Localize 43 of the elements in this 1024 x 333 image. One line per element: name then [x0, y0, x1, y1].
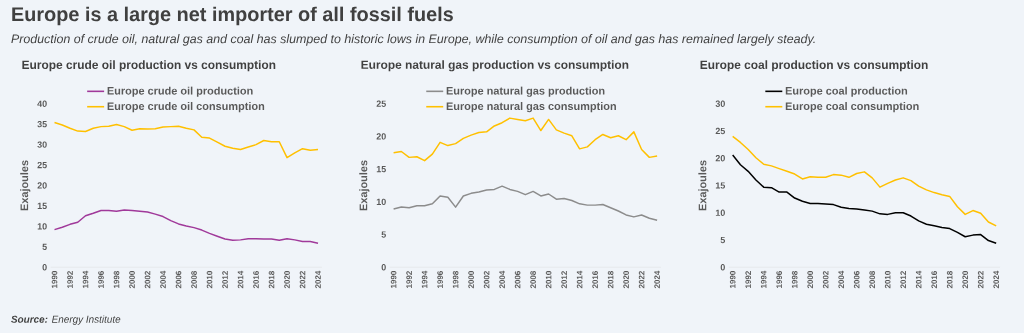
text: Source: Energy Institute: [11, 315, 121, 325]
y-tick-label: 25: [37, 161, 47, 169]
y-axis-title: Exajoules: [698, 160, 709, 211]
legend-label: Europe coal consumption: [785, 101, 919, 113]
y-tick-label: 30: [37, 141, 47, 148]
y-tick-label: 15: [715, 182, 726, 189]
y-tick-label: 0: [720, 264, 725, 271]
legend-label: Europe coal production: [785, 86, 908, 97]
text: Europe is a large net importer of all fossil fuels: [12, 6, 453, 26]
line-series: [392, 117, 658, 162]
chart-title: Europe natural gas production vs consumption: [361, 60, 629, 72]
y-axis-title: Exajoules: [20, 160, 31, 211]
y-tick-label: 30: [715, 100, 725, 107]
y-tick-label: 20: [715, 155, 725, 162]
y-tick-label: 35: [37, 120, 47, 128]
line-series: [53, 209, 319, 244]
legend-label: Europe natural gas production: [446, 86, 605, 97]
legend-label: Europe crude oil production: [107, 86, 253, 97]
legend-label: Europe crude oil consumption: [107, 101, 265, 113]
y-tick-label: 25: [376, 100, 386, 107]
line-series: [731, 135, 997, 227]
chart-title: Europe crude oil production vs consumption: [22, 60, 276, 72]
line-series: [53, 121, 319, 159]
y-tick-label: 5: [42, 243, 47, 250]
line-series: [731, 154, 997, 244]
y-tick-label: 25: [715, 127, 726, 135]
y-tick-label: 10: [376, 198, 386, 205]
line-series: [392, 185, 658, 221]
legend-label: Europe natural gas consumption: [446, 101, 616, 113]
y-tick-label: 40: [37, 100, 47, 107]
y-tick-label: 20: [376, 133, 386, 140]
y-tick-label: 5: [720, 236, 726, 244]
y-tick-label: 5: [381, 231, 386, 238]
y-tick-label: 0: [381, 264, 386, 271]
y-tick-label: 10: [715, 209, 725, 216]
y-tick-label: 15: [37, 202, 47, 210]
y-tick-label: 15: [376, 165, 386, 173]
chart-title: Europe coal production vs consumption: [700, 60, 928, 72]
y-tick-label: 20: [37, 182, 47, 189]
y-tick-label: 0: [42, 264, 47, 271]
y-axis-title: Exajoules: [359, 160, 370, 211]
y-tick-label: 10: [37, 223, 47, 230]
text: Production of crude oil, natural gas and coal has slumped to historic lows in Europe, while consumption of oil and gas has remained largely steady.: [11, 34, 815, 46]
